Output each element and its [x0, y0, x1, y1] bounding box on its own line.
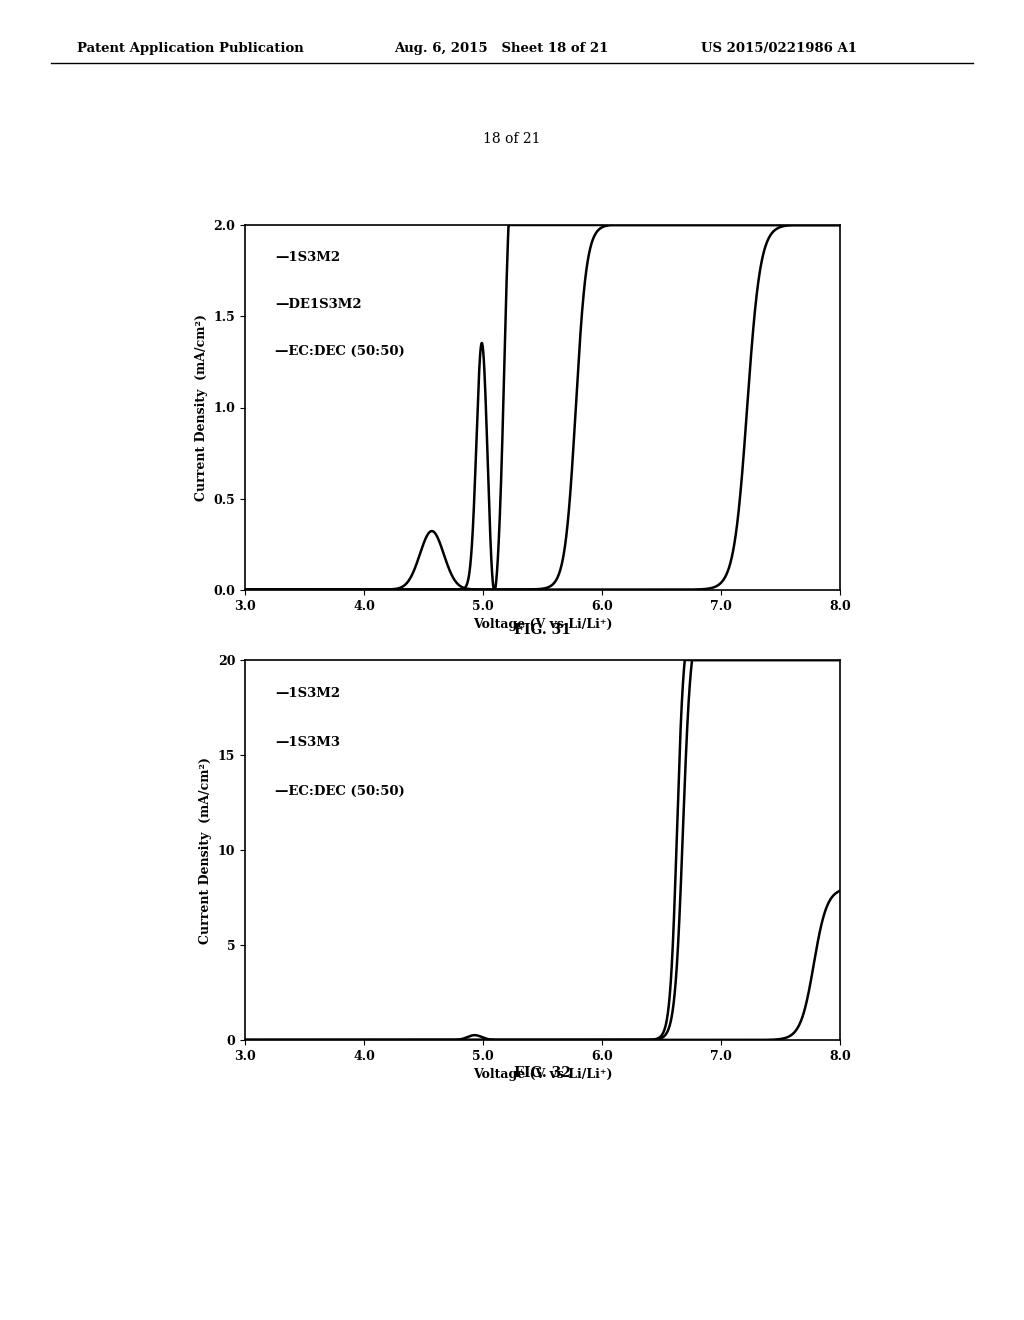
Text: —EC:DEC (50:50): —EC:DEC (50:50) — [274, 785, 404, 799]
Text: —EC:DEC (50:50): —EC:DEC (50:50) — [274, 346, 404, 359]
X-axis label: Voltage (V vs Li/Li⁺): Voltage (V vs Li/Li⁺) — [473, 618, 612, 631]
Text: —1S3M3: —1S3M3 — [274, 737, 340, 748]
Text: —1S3M2: —1S3M2 — [274, 686, 340, 700]
Text: FIG. 32: FIG. 32 — [514, 1067, 571, 1080]
Text: Patent Application Publication: Patent Application Publication — [77, 42, 303, 55]
Y-axis label: Current Density  (mA/cm²): Current Density (mA/cm²) — [195, 314, 208, 502]
Y-axis label: Current Density  (mA/cm²): Current Density (mA/cm²) — [200, 756, 212, 944]
Text: Aug. 6, 2015   Sheet 18 of 21: Aug. 6, 2015 Sheet 18 of 21 — [394, 42, 608, 55]
X-axis label: Voltage (V vs Li/Li⁺): Voltage (V vs Li/Li⁺) — [473, 1068, 612, 1081]
Text: —1S3M2: —1S3M2 — [274, 251, 340, 264]
Text: FIG. 31: FIG. 31 — [514, 623, 571, 638]
Text: 18 of 21: 18 of 21 — [483, 132, 541, 147]
Text: —DE1S3M2: —DE1S3M2 — [274, 298, 361, 312]
Text: US 2015/0221986 A1: US 2015/0221986 A1 — [701, 42, 857, 55]
